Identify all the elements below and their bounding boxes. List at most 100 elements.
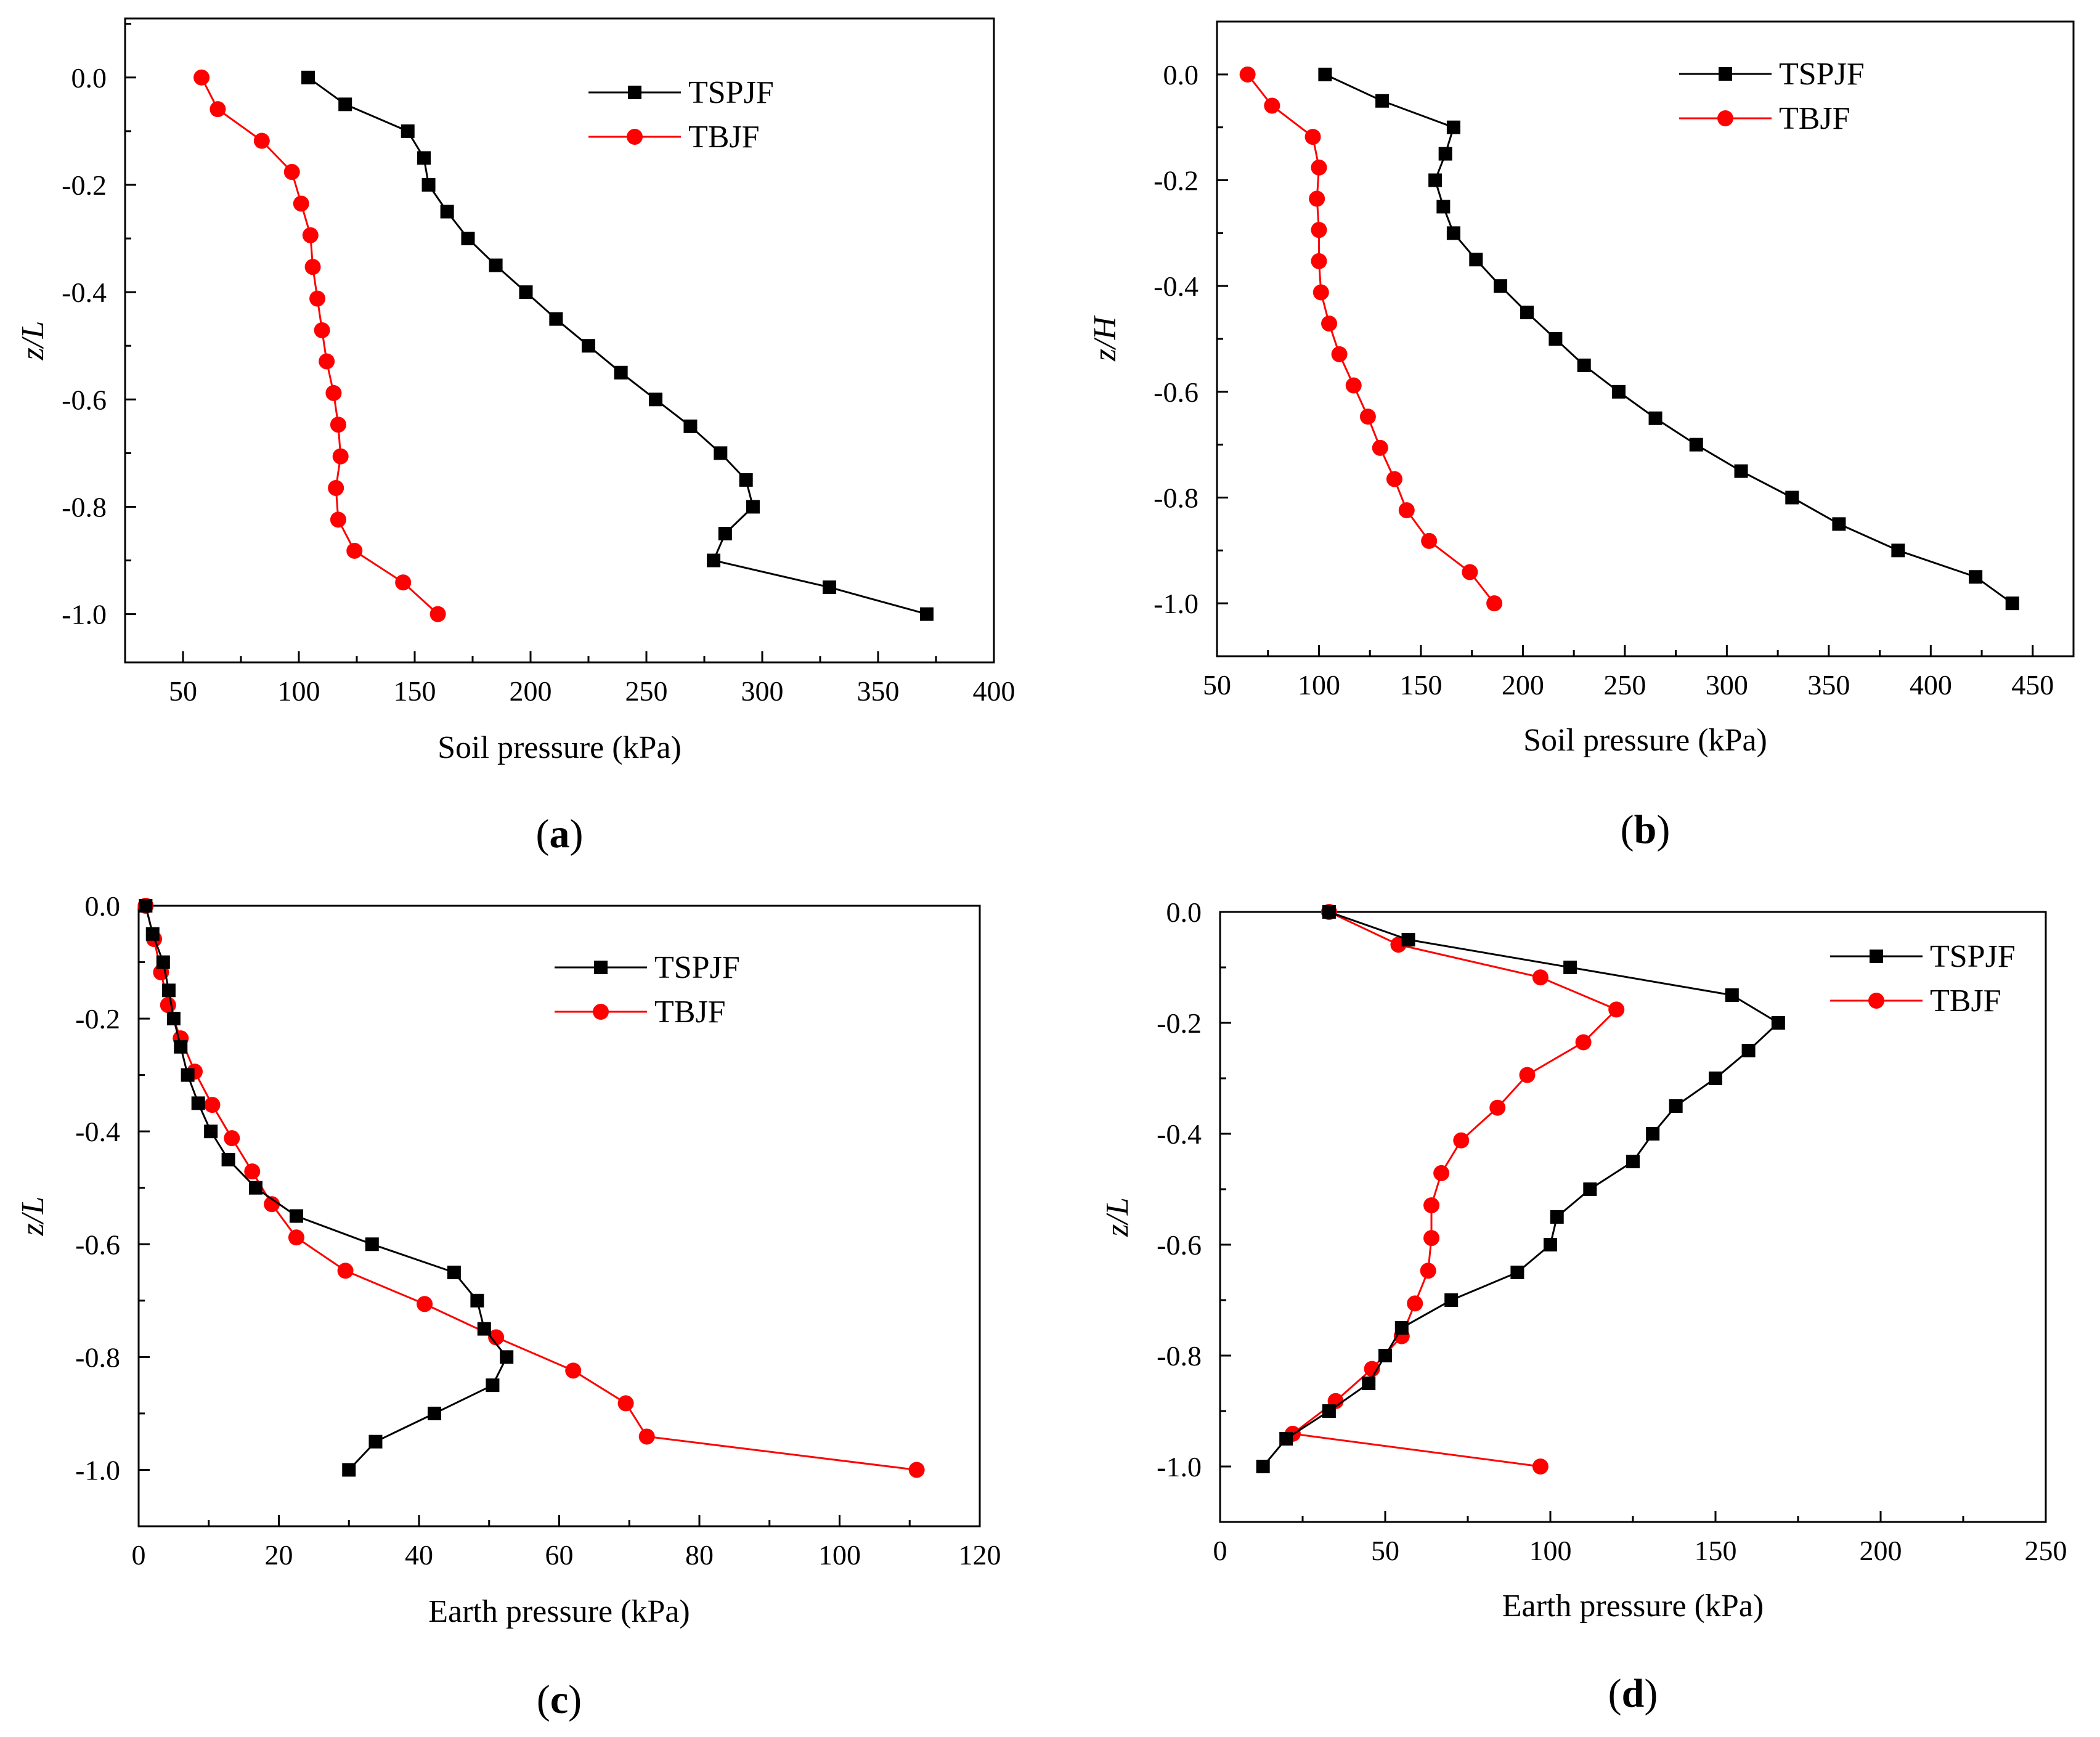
x-axis-label: Soil pressure (kPa) — [1523, 723, 1767, 758]
panel-paren-open: ( — [536, 812, 550, 856]
data-point — [319, 353, 335, 370]
panel-letter: d — [1622, 1671, 1645, 1716]
data-point — [1577, 358, 1591, 372]
series-line — [1247, 73, 1496, 604]
data-point — [908, 1462, 925, 1478]
data-point — [447, 1266, 461, 1280]
series-tspjf — [139, 899, 514, 1477]
panel-a: 50 100 150 200 250 300 350 400 0.0 -0.2 -0.4 -0.6 -0… — [15, 17, 1015, 856]
panel-d: 0 50 100 150 200 250 0.0 -0.2 -0.4 -0.6 -0.8 -1.0 Ea… — [1100, 897, 2067, 1716]
data-point — [1345, 377, 1362, 394]
x-tick-label: 50 — [169, 675, 197, 707]
series-line — [307, 76, 927, 616]
data-point — [1462, 564, 1478, 580]
data-point — [649, 393, 663, 407]
data-point — [1312, 284, 1329, 301]
panel-paren-open: ( — [1608, 1671, 1622, 1716]
data-point — [1433, 1165, 1450, 1181]
legend-label: TSPJF — [1930, 939, 2016, 974]
data-point — [614, 365, 628, 380]
x-tick-label: 100 — [818, 1539, 861, 1571]
data-point — [302, 227, 319, 243]
legend-label: TSPJF — [1779, 57, 1865, 92]
y-tick-label: -0.4 — [75, 1116, 120, 1147]
data-point — [1832, 517, 1846, 531]
data-point — [486, 1378, 500, 1393]
data-point — [470, 1293, 484, 1308]
data-point — [288, 1229, 304, 1246]
data-point — [1428, 173, 1443, 187]
x-tick-label: 0 — [1213, 1535, 1227, 1566]
y-tick-label: -0.6 — [62, 384, 107, 415]
x-tick-label: 250 — [2025, 1535, 2067, 1566]
x-tick-label: 150 — [1695, 1535, 1737, 1566]
data-point — [1322, 1404, 1336, 1418]
data-point — [325, 384, 342, 401]
series-line — [1324, 73, 2013, 604]
data-point — [248, 1181, 262, 1195]
legend-label: TBJF — [1779, 101, 1850, 136]
data-point — [638, 1428, 655, 1445]
y-tick-label: 0.0 — [1163, 59, 1199, 91]
x-tick-label: 400 — [1910, 669, 1952, 701]
data-point — [1741, 1044, 1756, 1057]
data-point — [1550, 1210, 1564, 1224]
data-point — [1394, 1321, 1409, 1335]
data-point — [417, 1296, 433, 1312]
data-point — [1626, 1155, 1640, 1168]
data-point — [1420, 1263, 1436, 1279]
data-point — [1321, 315, 1338, 332]
plot-frame — [124, 17, 995, 664]
data-point — [1331, 346, 1348, 362]
data-point — [683, 419, 698, 433]
data-point — [191, 1096, 205, 1110]
data-point — [1446, 120, 1460, 134]
data-point — [1648, 411, 1662, 425]
data-point — [1669, 1099, 1683, 1113]
data-point — [1520, 306, 1534, 320]
plot-frame — [1216, 20, 2075, 657]
data-point — [221, 1152, 235, 1166]
y-tick-label: -0.8 — [1157, 1340, 1202, 1372]
data-point — [301, 70, 315, 84]
data-point — [746, 500, 760, 514]
series-tspjf — [1318, 67, 2019, 611]
x-tick-label: 400 — [973, 675, 1015, 707]
x-tick-label: 150 — [394, 675, 436, 707]
data-point — [1318, 67, 1332, 81]
x-tick-label: 450 — [2011, 669, 2054, 701]
series-line — [1262, 911, 1780, 1467]
data-point — [1453, 1132, 1470, 1149]
data-point — [477, 1322, 491, 1336]
y-tick-label: -0.8 — [75, 1341, 120, 1373]
x-tick-label: 100 — [1298, 669, 1340, 701]
x-tick-label: 50 — [1203, 669, 1231, 701]
data-point — [330, 511, 346, 528]
data-point — [330, 417, 346, 433]
panel-paren-close: ) — [1656, 807, 1670, 852]
data-point — [1510, 1266, 1524, 1279]
data-point — [1725, 988, 1739, 1002]
data-point — [193, 69, 210, 86]
y-tick-label: 0.0 — [71, 62, 107, 94]
data-point — [421, 177, 436, 192]
x-tick-label: 40 — [405, 1539, 433, 1571]
data-point — [565, 1362, 582, 1379]
legend-marker — [627, 129, 643, 145]
legend-item-tspjf: TSPJF — [588, 75, 774, 110]
x-tick-label: 350 — [857, 675, 900, 707]
legend-item-tbjf: TBJF — [588, 120, 760, 155]
data-point — [1771, 1016, 1785, 1030]
data-point — [707, 553, 721, 567]
data-point — [582, 339, 595, 353]
y-axis-label: z/L — [1100, 1197, 1135, 1237]
data-point — [417, 151, 431, 165]
x-tick-label: 200 — [510, 675, 552, 707]
panel-label: (c) — [537, 1677, 582, 1722]
legend-label: TBJF — [654, 995, 726, 1030]
data-point — [461, 232, 475, 246]
panel-paren-close: ) — [568, 1677, 582, 1722]
y-tick-label: -0.6 — [1154, 376, 1199, 408]
x-tick-label: 250 — [1603, 669, 1646, 701]
